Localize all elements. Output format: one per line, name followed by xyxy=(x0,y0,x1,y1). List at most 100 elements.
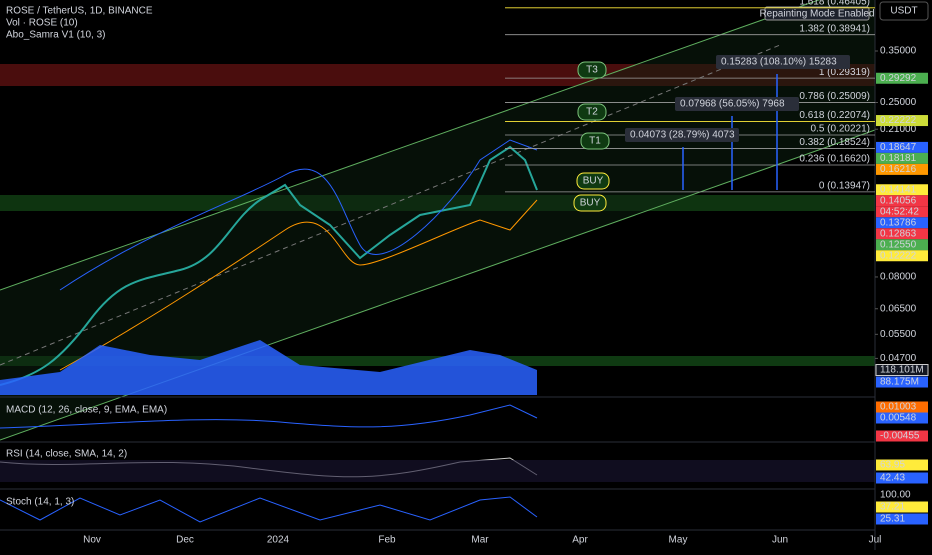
price-tag xyxy=(876,239,928,251)
fib-label: 1 (0.29319) xyxy=(819,67,870,78)
price-tag-label: 0.16216 xyxy=(880,164,917,175)
stoch-line xyxy=(0,496,538,523)
price-tag xyxy=(876,115,928,127)
fib-label: 1.382 (0.38941) xyxy=(799,23,870,34)
price-tag-label: 0.14056 xyxy=(880,195,917,206)
target-badge xyxy=(577,61,607,79)
currency[interactable]: USDT xyxy=(890,6,917,17)
pane-tag xyxy=(876,376,928,388)
price-tick-label: 0.25000 xyxy=(880,97,917,108)
price-tick-label: 0.05500 xyxy=(880,329,917,340)
time-label: Nov xyxy=(83,535,101,546)
target-label: T3 xyxy=(586,65,598,76)
price-tag xyxy=(876,195,928,207)
channel-mid xyxy=(0,44,781,366)
fib-label: 0.618 (0.22074) xyxy=(799,110,870,121)
pane-tag-label: 0.01003 xyxy=(880,402,917,413)
pane-tag xyxy=(876,501,928,513)
fib-label: 0.5 (0.20221) xyxy=(811,124,871,135)
volume-bars xyxy=(0,340,537,395)
fib-label: 0.382 (0.18524) xyxy=(799,137,870,148)
price-tag-label: 0.18181 xyxy=(880,153,917,164)
price-axis xyxy=(875,0,932,550)
time-label: Dec xyxy=(176,535,194,546)
measure-label: 0.07968 (56.05%) 7968 xyxy=(680,99,785,110)
time-label: 2024 xyxy=(267,535,290,546)
price-tag xyxy=(876,72,928,84)
pane-tag xyxy=(875,364,929,376)
indicator: Vol · ROSE (10) xyxy=(6,18,78,29)
measure-box xyxy=(675,97,799,111)
time-label: Jun xyxy=(772,535,788,546)
price-tag xyxy=(876,163,928,175)
buy-badge xyxy=(576,172,610,190)
price-tag xyxy=(876,141,928,153)
target-label: T1 xyxy=(589,136,601,147)
measure-label: 0.04073 (28.79%) 4073 xyxy=(630,130,735,141)
buy-badge xyxy=(573,194,607,212)
timer: 04:52:42 xyxy=(880,206,919,217)
time-label: Jul xyxy=(869,535,882,546)
price-tag-label: 0.13786 xyxy=(880,217,917,228)
target-label: T2 xyxy=(586,107,598,118)
price-path xyxy=(0,145,538,386)
pane-tag-label: 118.101M xyxy=(880,365,924,376)
price-tag-label: 0.12863 xyxy=(880,228,917,239)
price-tick-label: 0.08000 xyxy=(880,272,917,283)
pane-tag xyxy=(876,401,928,413)
pane-tag xyxy=(876,430,928,442)
channel-top xyxy=(0,0,821,291)
price-tag-label: 0.12550 xyxy=(880,239,917,250)
fib-label: 0.786 (0.25009) xyxy=(799,91,870,102)
fib-label: 1.618 (0.46405) xyxy=(799,0,870,7)
price-tag xyxy=(876,152,928,164)
fib-label: 0 (0.13947) xyxy=(819,181,870,192)
price-tag xyxy=(876,184,928,196)
rsi-band xyxy=(0,460,875,482)
price-tag xyxy=(876,206,928,218)
bollinger-upper xyxy=(59,139,538,291)
price-tag-label: 0.22222 xyxy=(880,115,917,126)
pane-tag-label: 0.00548 xyxy=(880,413,917,424)
indicator: Abo_Samra V1 (10, 3) xyxy=(6,30,106,41)
price-tag-label: 0.12222 xyxy=(880,250,917,261)
stoch-axis: 100.00 xyxy=(880,490,911,501)
price-tag xyxy=(876,250,928,262)
pane-title: Stoch (14, 1, 3) xyxy=(6,497,74,508)
pane-tag-label: 88.175M xyxy=(880,377,919,388)
pane-tag xyxy=(876,459,928,471)
time-label: Apr xyxy=(572,535,588,546)
price-tick-label: 0.04700 xyxy=(880,353,917,364)
pane-tag xyxy=(876,472,928,484)
price-tag-label: 0.18647 xyxy=(880,142,917,153)
pane-tag-label: 63.95 xyxy=(880,460,905,471)
time-label: May xyxy=(669,535,688,546)
moving-average xyxy=(59,199,538,371)
symbol: ROSE / TetherUS, 1D, BINANCE xyxy=(6,6,153,17)
macd-line xyxy=(0,404,538,429)
pane-tag-label: -0.00455 xyxy=(880,431,920,442)
pane-title: MACD (12, 26, close, 9, EMA, EMA) xyxy=(6,405,167,416)
measure-box xyxy=(625,128,739,142)
channel-fill xyxy=(0,0,875,440)
pane-tag-label: 25.31 xyxy=(880,514,905,525)
time-label: Feb xyxy=(378,535,396,546)
price-tick-label: 0.06500 xyxy=(880,303,917,314)
price-tick-label: 0.35000 xyxy=(880,46,917,57)
pane-tag-label: 37.21 xyxy=(880,502,905,513)
price-tag xyxy=(876,228,928,240)
target-badge xyxy=(580,132,610,150)
pane-title: RSI (14, close, SMA, 14, 2) xyxy=(6,449,127,460)
pane-tag xyxy=(876,513,928,525)
measure-box xyxy=(716,55,850,69)
price-tag-label: 0.29292 xyxy=(880,73,917,84)
measure-label: 0.15283 (108.10%) 15283 xyxy=(721,57,837,68)
price-tag-label: 0.14141 xyxy=(880,184,917,195)
pane-tag-label: 42.43 xyxy=(880,473,905,484)
price-tag xyxy=(876,217,928,229)
time-label: Mar xyxy=(471,535,489,546)
notice: Repainting Mode Enabled xyxy=(759,9,874,20)
buy-label: BUY xyxy=(583,176,604,187)
currency-button[interactable] xyxy=(879,1,929,21)
